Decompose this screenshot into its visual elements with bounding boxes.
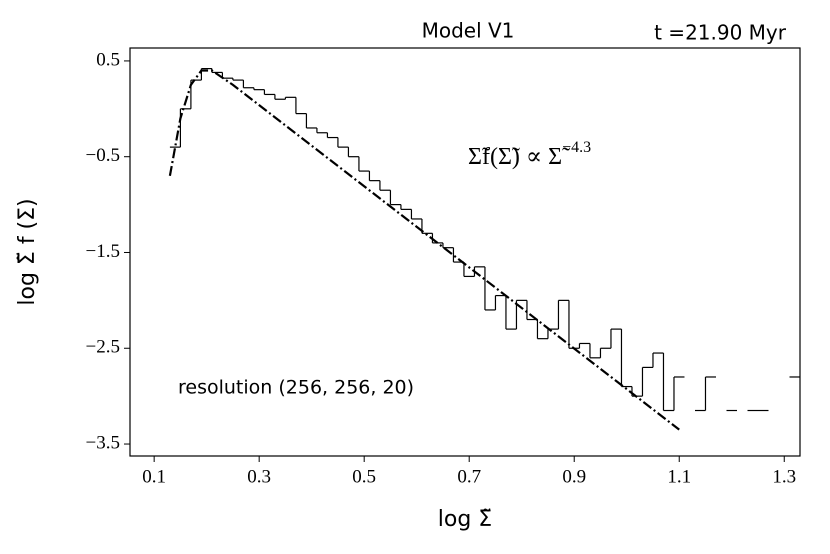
x-tick-label: 0.1 (142, 466, 166, 487)
chart-subtitle: t =21.90 Myr (654, 21, 787, 45)
annotation: resolution (256, 256, 20) (178, 377, 414, 399)
chart-title: Model V1 (422, 19, 515, 43)
y-tick-label: 0.5 (96, 49, 120, 70)
annotation: Σ̃f(Σ̃) ∝ Σ̃−4.3 (468, 139, 591, 170)
x-tick-label: 0.5 (352, 466, 376, 487)
x-tick-label: 1.3 (772, 466, 796, 487)
x-tick-label: 0.7 (457, 466, 481, 487)
y-tick-label: −2.5 (86, 337, 120, 358)
x-tick-label: 1.1 (667, 466, 691, 487)
annotation-superscript: −4.3 (562, 139, 591, 156)
y-axis-label: log Σ̃ f (Σ) (15, 198, 40, 305)
x-tick-label: 0.9 (562, 466, 586, 487)
y-tick-label: −0.5 (86, 145, 120, 166)
y-tick-label: −3.5 (86, 432, 120, 453)
y-tick-label: −1.5 (86, 241, 120, 262)
x-tick-label: 0.3 (247, 466, 271, 487)
annotation-text: Σ̃f(Σ̃) ∝ Σ̃ (468, 144, 570, 170)
fit-line (168, 69, 680, 431)
x-axis-label: log Σ̃ (438, 507, 492, 532)
